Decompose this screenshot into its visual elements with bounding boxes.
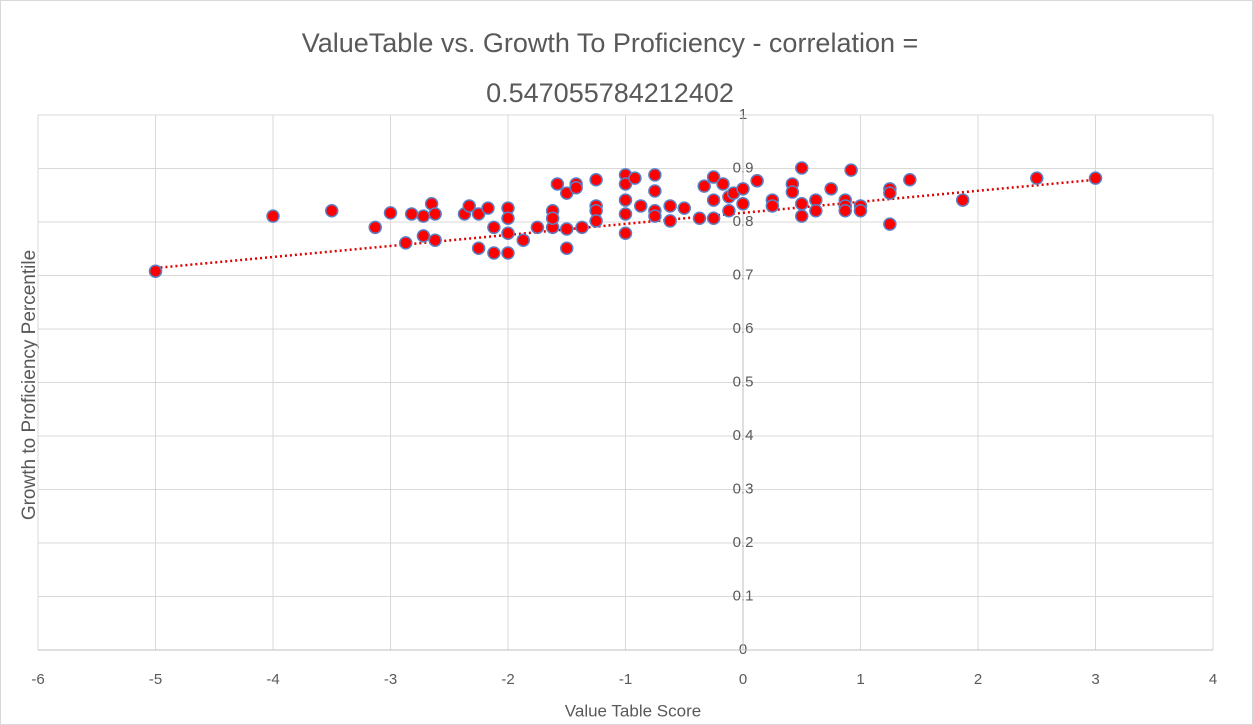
point	[706, 170, 721, 184]
point	[266, 209, 280, 223]
point	[560, 222, 574, 236]
point	[471, 207, 486, 221]
point	[618, 177, 633, 191]
point	[716, 177, 730, 191]
x-tick-label: 3	[1091, 671, 1099, 688]
point	[501, 246, 515, 260]
point	[545, 211, 560, 226]
x-tick-label: 0	[739, 671, 747, 688]
x-tick-label: -1	[619, 671, 632, 688]
point	[736, 182, 750, 196]
point	[706, 193, 721, 207]
point	[634, 199, 648, 213]
x-tick-label: 2	[974, 671, 982, 688]
point	[462, 199, 476, 213]
point	[383, 206, 398, 220]
point	[677, 201, 691, 215]
point	[706, 211, 721, 226]
x-axis-label: Value Table Score	[565, 701, 701, 720]
point	[795, 161, 809, 175]
point	[325, 204, 339, 218]
point	[1088, 171, 1103, 185]
point	[589, 172, 603, 187]
point	[648, 184, 662, 198]
point	[1030, 171, 1044, 185]
point	[903, 172, 917, 187]
point	[481, 201, 495, 215]
point	[883, 217, 897, 231]
x-tick-label: -2	[501, 671, 514, 688]
point	[575, 220, 589, 235]
point	[501, 226, 515, 240]
y-axis-label: Growth to Proficiency Percentile	[19, 250, 40, 520]
chart-title: ValueTable vs. Growth To Proficiency - c…	[301, 28, 919, 108]
y-tick-label: 1	[739, 106, 747, 123]
point	[838, 204, 852, 218]
point	[501, 211, 515, 226]
x-tick-label: -4	[266, 671, 279, 688]
x-tick-label: -6	[31, 671, 44, 688]
point	[404, 207, 419, 221]
point	[663, 199, 677, 213]
point	[560, 241, 574, 255]
point	[795, 197, 809, 211]
point	[722, 204, 736, 218]
x-tick-label: -5	[149, 671, 162, 688]
point	[809, 204, 823, 218]
point	[550, 177, 565, 191]
point	[516, 233, 531, 247]
point	[785, 185, 800, 199]
point	[428, 207, 442, 221]
point	[853, 204, 868, 218]
point	[618, 226, 633, 240]
point	[765, 199, 780, 213]
point	[883, 186, 897, 200]
point	[487, 220, 501, 235]
point	[569, 181, 583, 195]
point	[697, 179, 711, 193]
point	[589, 214, 603, 228]
point	[487, 246, 501, 260]
point	[844, 163, 858, 177]
point	[795, 209, 809, 223]
point	[955, 193, 970, 207]
point	[736, 197, 750, 211]
point	[416, 229, 431, 243]
point	[428, 233, 442, 247]
point	[618, 193, 633, 207]
point	[824, 182, 838, 196]
point	[368, 220, 382, 235]
point	[750, 174, 764, 188]
point	[648, 209, 662, 223]
point	[663, 214, 677, 228]
point	[471, 241, 486, 255]
x-tick-label: 4	[1209, 671, 1217, 688]
point	[648, 168, 662, 182]
point	[416, 209, 431, 223]
point	[148, 264, 163, 278]
point	[628, 171, 642, 185]
x-tick-label: 1	[856, 671, 864, 688]
point	[692, 211, 707, 226]
trendline	[155, 178, 1096, 270]
point	[399, 236, 413, 250]
point	[530, 220, 545, 235]
x-tick-label: -3	[384, 671, 397, 688]
point	[618, 207, 633, 221]
